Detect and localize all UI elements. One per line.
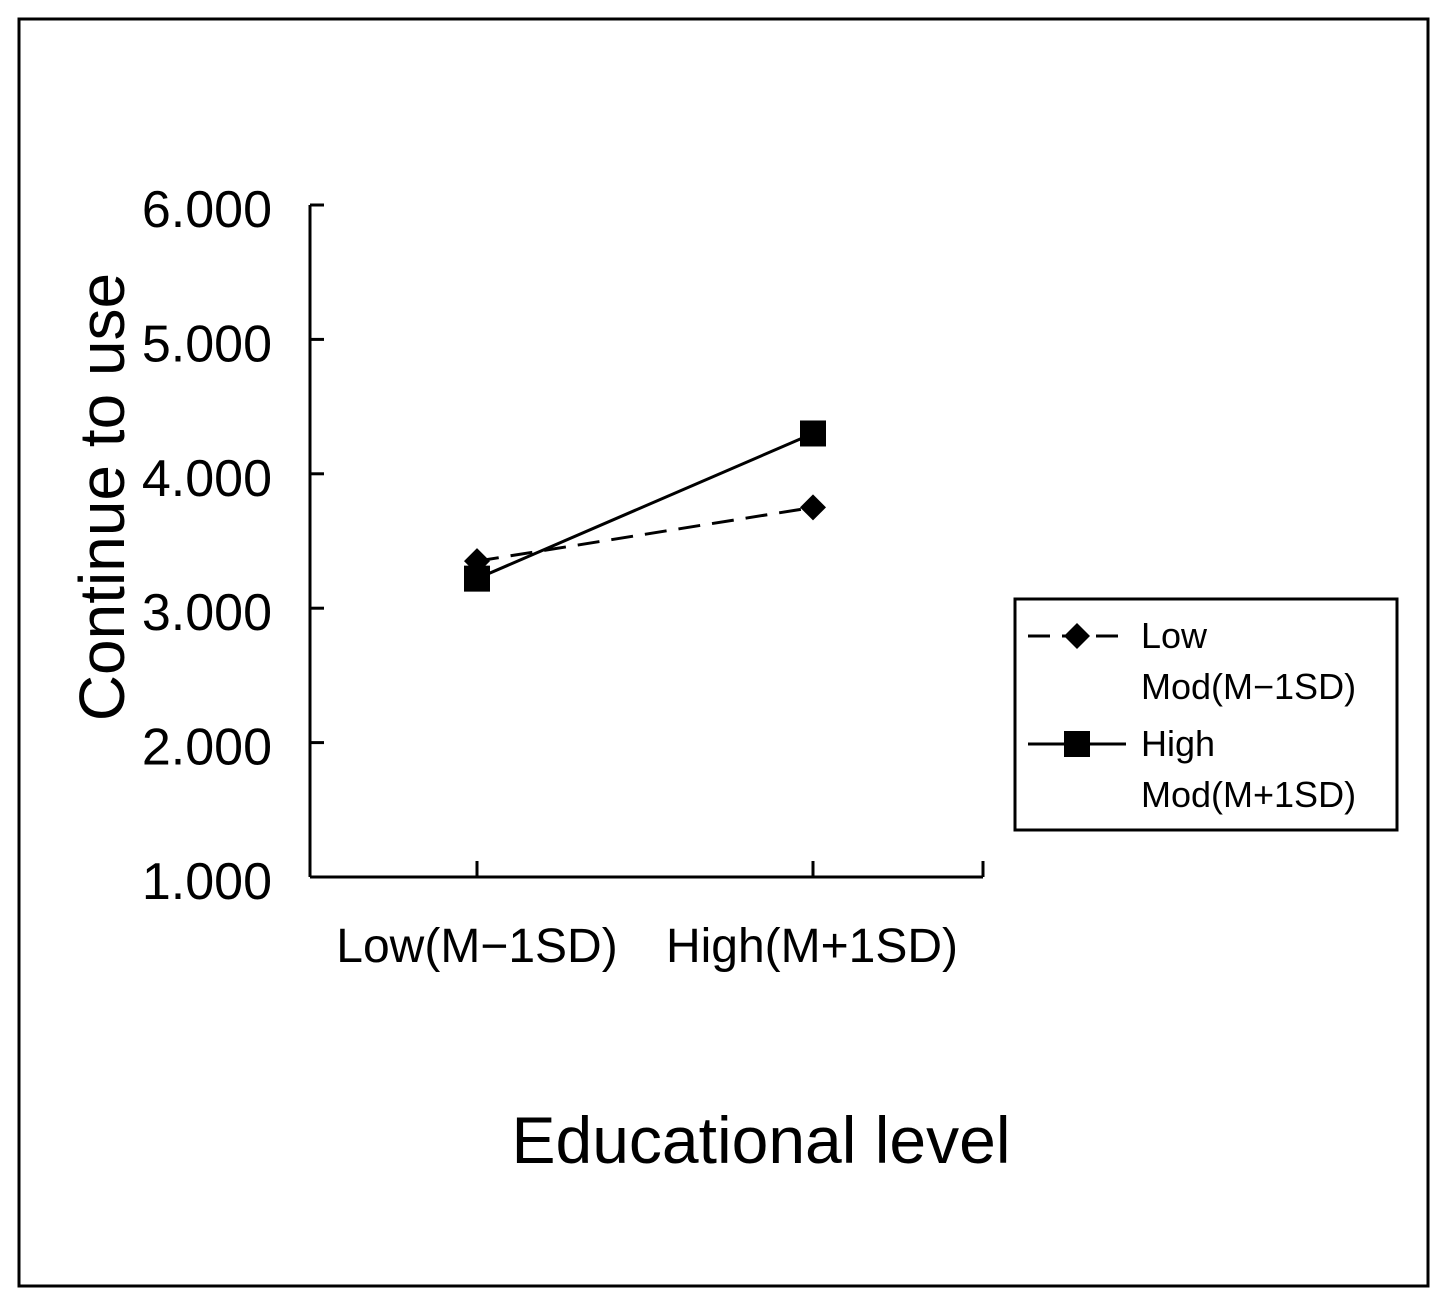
legend-label: High [1141,723,1215,764]
legend-item: Low Mod(M−1SD) [1028,615,1356,707]
legend: Low Mod(M−1SD) High Mod(M+1SD) [1013,597,1399,832]
y-tick-label: 4.000 [142,450,272,508]
series-line [476,432,814,581]
series-2 [464,420,826,592]
legend-item: High Mod(M+1SD) [1028,723,1356,815]
legend-label: Mod(M−1SD) [1141,666,1356,707]
data-point [464,565,490,592]
y-ticks: 1.000 2.000 3.000 4.000 5.000 6.000 [142,181,324,911]
data-point [800,420,826,447]
y-tick-label: 6.000 [142,181,272,239]
y-axis-title: Continue to use [66,273,138,721]
y-tick-label: 5.000 [142,315,272,373]
legend-label: Low [1141,615,1208,656]
x-ticks: Low(M−1SD) High(M+1SD) [336,861,985,973]
axes [308,205,983,879]
legend-marker [1064,623,1090,649]
legend-marker [1064,731,1090,757]
y-tick-label: 3.000 [142,584,272,642]
data-point [800,494,826,521]
series [464,420,826,592]
legend-label: Mod(M+1SD) [1141,774,1356,815]
x-tick-label: Low(M−1SD) [336,920,617,973]
x-tick-label: High(M+1SD) [666,920,958,973]
y-tick-label: 2.000 [142,719,272,777]
series-line [476,505,814,563]
x-axis-title: Educational level [512,1103,1011,1177]
y-tick-label: 1.000 [142,853,272,911]
